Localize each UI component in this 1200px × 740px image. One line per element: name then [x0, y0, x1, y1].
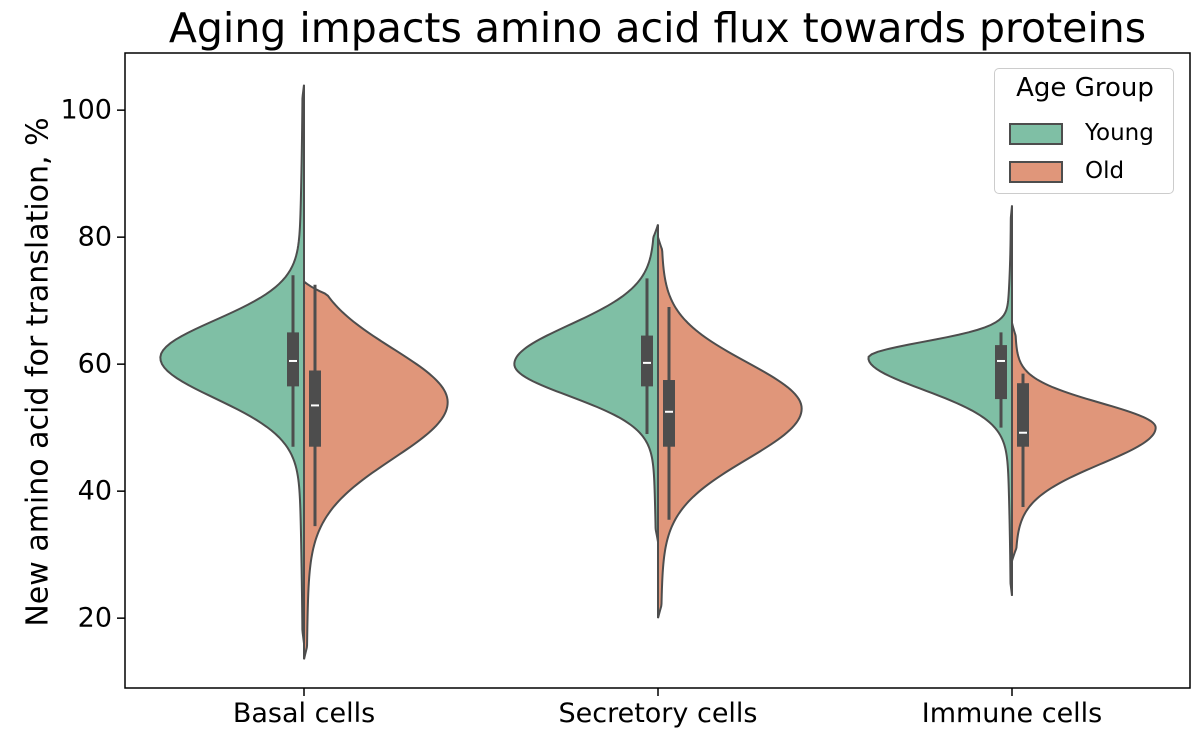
violin-old-2 [1011, 322, 1157, 562]
box-young-2 [995, 345, 1007, 400]
y-tick-label: 80 [77, 221, 112, 253]
box-young-0 [287, 332, 299, 387]
legend-label-old: Old [1085, 158, 1125, 184]
box-old-1 [663, 380, 675, 447]
box-old-2 [1017, 383, 1029, 447]
chart-title: Aging impacts amino acid flux towards pr… [168, 4, 1147, 52]
y-tick-label: 40 [77, 475, 112, 507]
y-tick-label: 20 [77, 602, 112, 634]
x-tick-label: Basal cells [232, 698, 376, 729]
violin-old-0 [303, 279, 449, 660]
y-tick-label: 100 [60, 94, 112, 126]
violin-young-2 [867, 205, 1013, 597]
y-axis-label: New amino acid for translation, % [20, 117, 56, 627]
violin-old-1 [657, 236, 803, 619]
box-old-0 [309, 370, 321, 447]
x-tick-label: Immune cells [921, 698, 1103, 729]
legend-label-young: Young [1085, 120, 1154, 146]
legend-swatch-old [1009, 161, 1063, 183]
violin-young-0 [159, 84, 305, 644]
legend-title: Age Group [1016, 73, 1154, 103]
legend-swatch-young [1009, 123, 1063, 145]
violin-young-1 [513, 224, 659, 543]
legend: Age Group Young Old [994, 68, 1174, 194]
box-young-1 [641, 335, 653, 387]
y-tick-label: 60 [77, 348, 112, 380]
x-tick-label: Secretory cells [558, 698, 758, 729]
